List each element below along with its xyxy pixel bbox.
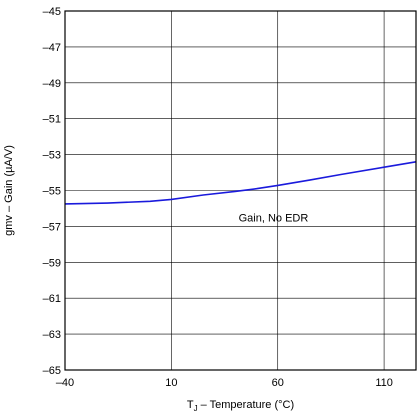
x-axis-label-main: T	[187, 399, 194, 411]
y-tick-label: –51	[43, 114, 61, 126]
y-tick-label: –59	[43, 257, 61, 269]
y-tick-label: –55	[43, 186, 61, 198]
y-tick-label: –45	[43, 6, 61, 18]
x-tick-label: 110	[375, 377, 393, 389]
tick-label-layer: –45 –47 –49 –51 –53 –55 –57 –59 –61 –63 –65–40 10 60…	[43, 6, 393, 389]
plot-frame	[64, 10, 417, 371]
y-tick-label: –47	[43, 42, 61, 54]
y-tick-label: –61	[43, 293, 61, 305]
series-line	[64, 160, 417, 205]
x-tick-label: 60	[272, 377, 284, 389]
x-axis-label-subscript: J	[194, 404, 198, 413]
y-tick-label: –65	[43, 365, 61, 377]
y-tick-label: –57	[43, 221, 61, 233]
annotation-layer: Gain, No EDR	[239, 212, 309, 224]
y-axis-label: gmv – Gain (µA/V)	[3, 145, 15, 236]
x-tick-label: 10	[165, 377, 177, 389]
series-layer	[64, 160, 417, 205]
x-axis-label: TJ – Temperature (°C)	[187, 399, 294, 413]
y-tick-label: –49	[43, 78, 61, 90]
x-tick-label: –40	[56, 377, 74, 389]
x-axis-label-rest: – Temperature (°C)	[198, 399, 295, 411]
series-annotation: Gain, No EDR	[239, 212, 309, 224]
y-tick-label: –63	[43, 329, 61, 341]
y-tick-label: –53	[43, 150, 61, 162]
